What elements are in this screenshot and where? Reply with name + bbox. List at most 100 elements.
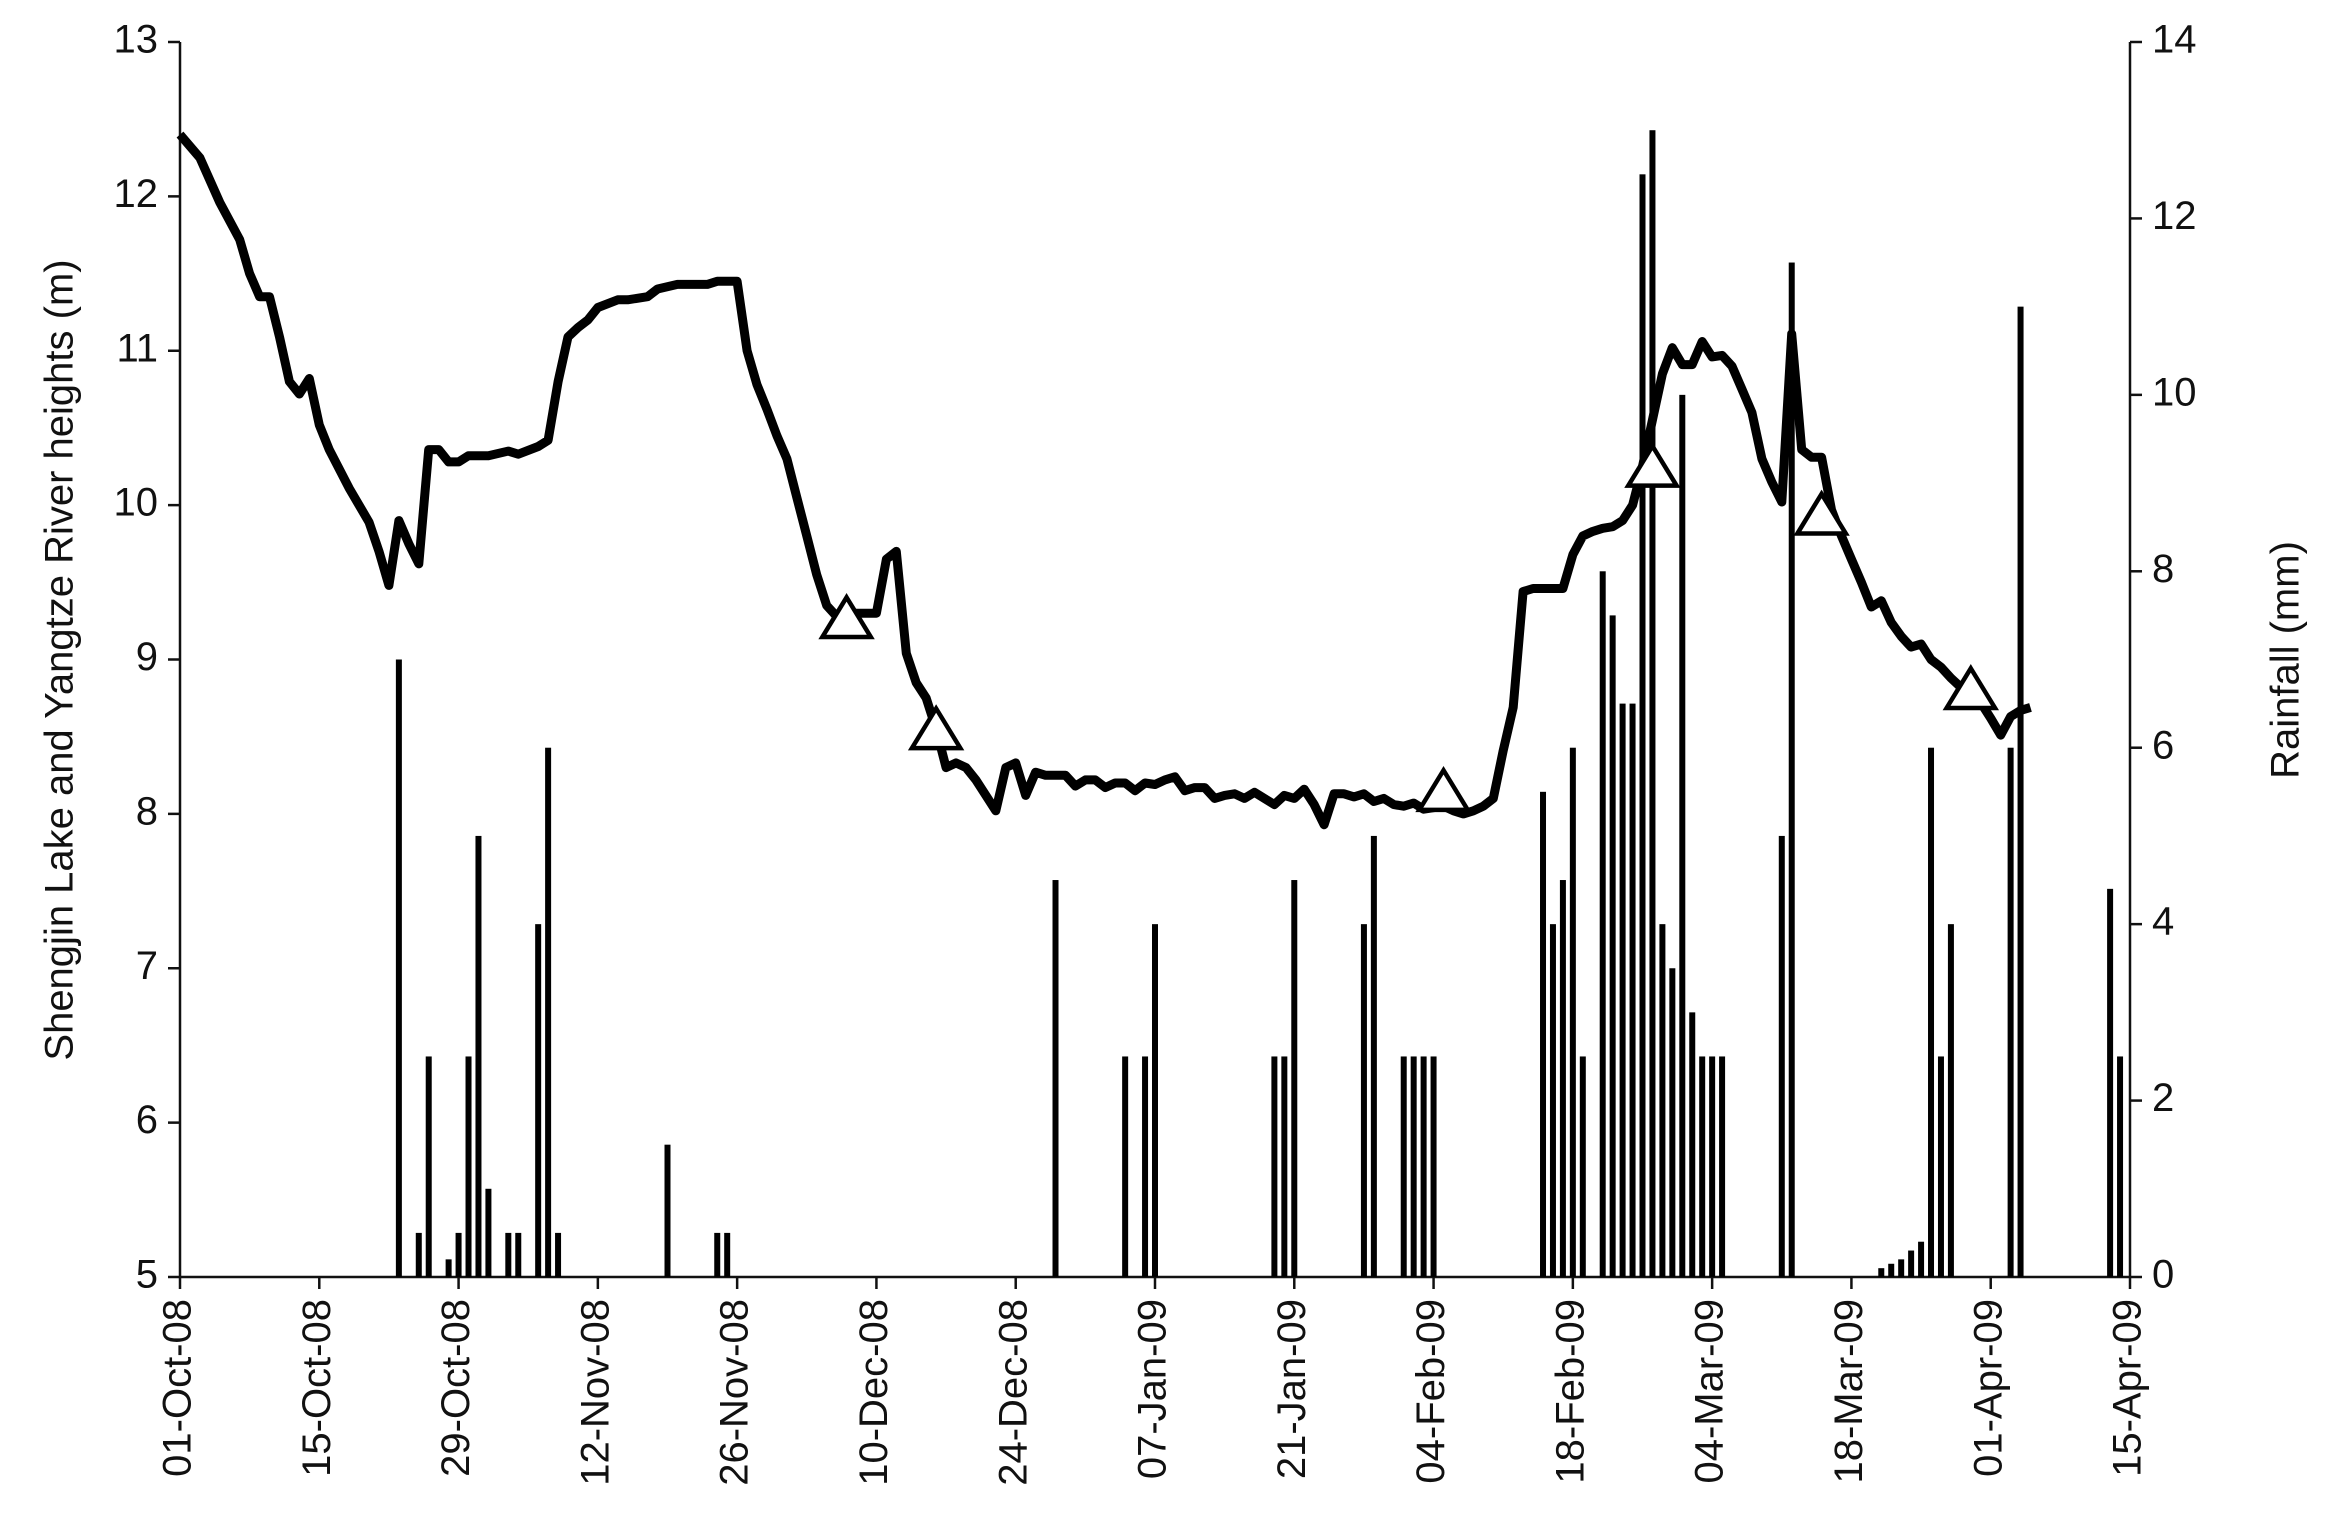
- y-tick-label: 8: [136, 789, 158, 833]
- rain-bar: [1669, 968, 1676, 1277]
- y2-tick-label: 0: [2152, 1253, 2174, 1297]
- rain-bar: [1719, 1056, 1726, 1277]
- y2-axis-title: Rainfall (mm): [2264, 541, 2308, 779]
- y2-tick-label: 2: [2152, 1076, 2174, 1120]
- x-tick-label: 01-Apr-09: [1966, 1299, 2010, 1477]
- rain-bar: [1291, 880, 1298, 1277]
- rain-bar: [445, 1259, 452, 1277]
- rain-bar: [1778, 835, 1785, 1277]
- rain-bar: [1559, 880, 1566, 1277]
- y-tick-label: 11: [116, 326, 158, 370]
- rain-bar: [1599, 571, 1606, 1277]
- rain-bar: [1549, 924, 1556, 1277]
- rain-bar: [535, 924, 542, 1277]
- rain-bar: [515, 1232, 522, 1277]
- y-tick-label: 13: [114, 18, 159, 62]
- rain-bar: [1569, 747, 1576, 1277]
- rain-bar: [1937, 1056, 1944, 1277]
- rain-bar: [1540, 791, 1547, 1277]
- rain-bar: [1639, 174, 1646, 1278]
- rain-bar: [1420, 1056, 1427, 1277]
- rain-bar: [505, 1232, 512, 1277]
- y2-tick-label: 14: [2152, 18, 2197, 62]
- height-line: [176, 131, 2032, 830]
- rain-bar: [1928, 747, 1935, 1277]
- rain-bar: [724, 1232, 731, 1277]
- rain-bar: [1579, 1056, 1586, 1277]
- y-tick-label: 12: [114, 172, 159, 216]
- rain-bar: [1659, 924, 1666, 1277]
- rain-bar: [1878, 1268, 1885, 1277]
- triangle-marker: [818, 593, 875, 640]
- x-tick-label: 15-Oct-08: [295, 1299, 339, 1477]
- rain-bar: [1370, 835, 1377, 1277]
- rain-bar: [1898, 1259, 1905, 1277]
- rain-bar: [1709, 1056, 1716, 1277]
- x-tick-label: 18-Mar-09: [1827, 1299, 1871, 1484]
- rain-bar: [2017, 306, 2024, 1278]
- triangle-marker: [1624, 441, 1681, 488]
- triangle-marker: [1942, 664, 2000, 711]
- x-tick-label: 26-Nov-08: [713, 1299, 757, 1486]
- rain-bar: [1271, 1056, 1278, 1277]
- rain-bar: [1649, 130, 1656, 1278]
- rain-bar: [1281, 1056, 1288, 1277]
- rain-bar: [1142, 1056, 1149, 1277]
- rain-bar: [2117, 1056, 2124, 1277]
- rain-bar: [1888, 1263, 1895, 1277]
- y2-tick-label: 12: [2152, 194, 2197, 238]
- rain-bar: [1410, 1056, 1417, 1277]
- x-tick-label: 04-Feb-09: [1409, 1299, 1453, 1484]
- rain-bar: [475, 835, 482, 1277]
- x-tick-label: 01-Oct-08: [156, 1299, 200, 1477]
- x-tick-label: 10-Dec-08: [852, 1299, 896, 1486]
- x-tick-label: 24-Dec-08: [991, 1299, 1035, 1486]
- rain-bar: [1360, 924, 1367, 1277]
- rain-bar: [455, 1232, 462, 1277]
- x-tick-label: 07-Jan-09: [1131, 1299, 1175, 1479]
- y2-tick-label: 4: [2152, 900, 2174, 944]
- rain-bar: [465, 1056, 472, 1277]
- triangle-marker: [1415, 765, 1472, 813]
- rain-bar: [1619, 703, 1626, 1277]
- rain-bar: [1918, 1241, 1925, 1277]
- y2-tick-label: 6: [2152, 723, 2174, 767]
- y-tick-label: 10: [114, 481, 159, 525]
- rain-bar: [2107, 888, 2114, 1277]
- x-tick-label: 29-Oct-08: [434, 1299, 478, 1477]
- rain-bar: [1908, 1250, 1915, 1277]
- y-tick-label: 9: [136, 635, 158, 679]
- x-tick-label: 18-Feb-09: [1548, 1299, 1592, 1484]
- rain-bar: [415, 1232, 422, 1277]
- x-tick-label: 21-Jan-09: [1270, 1299, 1314, 1479]
- rain-bar: [714, 1232, 721, 1277]
- rain-bar: [1052, 880, 1059, 1277]
- y-axis-title: Shengjin Lake and Yangtze River heights …: [38, 259, 82, 1060]
- rain-bar: [425, 1056, 432, 1277]
- rain-bar: [1152, 924, 1158, 1277]
- y-tick-label: 5: [136, 1253, 158, 1297]
- rain-bar: [1400, 1056, 1407, 1277]
- x-tick-label: 12-Nov-08: [573, 1299, 617, 1486]
- rain-bar: [1430, 1056, 1437, 1277]
- y-tick-label: 6: [136, 1098, 158, 1142]
- rain-bar: [545, 747, 552, 1277]
- rain-bar: [1609, 615, 1616, 1277]
- rain-bar: [395, 659, 402, 1277]
- rain-bar: [1788, 262, 1795, 1277]
- rain-bar: [1689, 1012, 1696, 1277]
- rain-bar: [2007, 747, 2014, 1277]
- rain-bar: [1122, 1056, 1129, 1277]
- rain-bar: [485, 1188, 492, 1277]
- x-tick-label: 04-Mar-09: [1688, 1299, 1732, 1484]
- triangle-marker: [907, 704, 965, 751]
- x-tick-label: 15-Apr-09: [2106, 1299, 2150, 1477]
- y-tick-label: 7: [136, 944, 158, 988]
- y2-tick-label: 8: [2152, 547, 2174, 591]
- rain-bar: [1699, 1056, 1706, 1277]
- rain-bar: [664, 1144, 671, 1277]
- rain-bar: [1629, 703, 1636, 1277]
- rain-bar: [1679, 394, 1686, 1277]
- triangle-marker: [1793, 489, 1850, 536]
